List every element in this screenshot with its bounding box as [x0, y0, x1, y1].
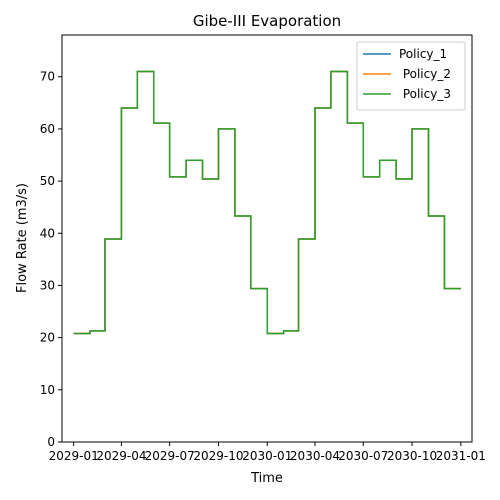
x-tick-label: 2029-07 — [145, 449, 195, 463]
y-axis: 0 10 20 30 40 50 60 70 — [40, 70, 62, 449]
x-tick-label: 2029-10 — [193, 449, 243, 463]
y-tick-label: 70 — [40, 70, 55, 84]
legend-label: Policy_2 — [399, 67, 451, 81]
x-tick-label: 2029-04 — [96, 449, 146, 463]
chart-title: Gibe-III Evaporation — [193, 12, 341, 30]
x-tick-label: 2030-07 — [338, 449, 388, 463]
series-layer — [73, 70, 461, 335]
x-tick-label: 2030-10 — [387, 449, 437, 463]
y-tick-label: 0 — [47, 435, 55, 449]
series-line-3 — [73, 70, 461, 335]
x-tick-label: 2030-01 — [242, 449, 292, 463]
y-tick-label: 30 — [40, 278, 55, 292]
x-tick-label: 2031-01 — [436, 449, 486, 463]
y-tick-label: 50 — [40, 174, 55, 188]
y-axis-label: Flow Rate (m3/s) — [15, 183, 30, 293]
y-tick-label: 10 — [40, 383, 55, 397]
x-tick-label: 2030-04 — [290, 449, 340, 463]
legend-label: Policy_3 — [399, 87, 451, 101]
x-axis-label: Time — [250, 471, 283, 486]
y-tick-label: 20 — [40, 331, 55, 345]
legend-box — [356, 41, 466, 111]
y-tick-label: 60 — [40, 122, 55, 136]
x-tick-label: 2029-01 — [49, 449, 99, 463]
legend-label: Policy_1 — [399, 47, 447, 61]
x-axis: 2029-012029-042029-072029-102030-012030-… — [49, 442, 486, 463]
y-tick-label: 40 — [40, 226, 55, 240]
legend: Policy_1 Policy_2 Policy_3 — [356, 41, 466, 111]
